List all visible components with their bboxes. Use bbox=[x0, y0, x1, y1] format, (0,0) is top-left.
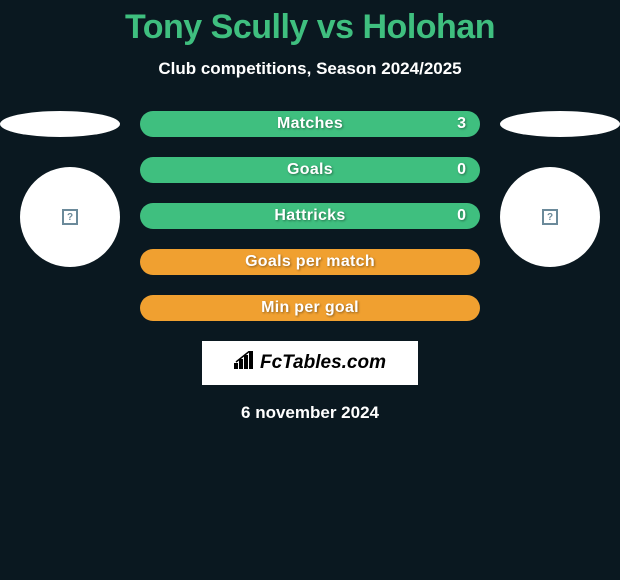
bar-goals: Goals 0 bbox=[140, 157, 480, 183]
right-player-shapes: ? bbox=[500, 111, 620, 267]
stat-bars: Matches 3 Goals 0 Hattricks 0 Goals per … bbox=[140, 111, 480, 321]
subtitle: Club competitions, Season 2024/2025 bbox=[0, 59, 620, 79]
left-player-shapes: ? bbox=[0, 111, 120, 267]
left-avatar-circle: ? bbox=[20, 167, 120, 267]
bar-label: Hattricks bbox=[274, 207, 345, 225]
bar-matches: Matches 3 bbox=[140, 111, 480, 137]
bar-goals-per-match: Goals per match bbox=[140, 249, 480, 275]
bar-hattricks: Hattricks 0 bbox=[140, 203, 480, 229]
logo-text: FcTables.com bbox=[260, 352, 386, 374]
chart-icon bbox=[234, 351, 256, 375]
left-ellipse bbox=[0, 111, 120, 137]
bar-value: 0 bbox=[457, 207, 466, 225]
bar-label: Goals per match bbox=[245, 253, 375, 271]
page-title: Tony Scully vs Holohan bbox=[0, 0, 620, 47]
bar-label: Goals bbox=[287, 161, 333, 179]
date-label: 6 november 2024 bbox=[0, 403, 620, 423]
right-ellipse bbox=[500, 111, 620, 137]
placeholder-icon: ? bbox=[62, 209, 78, 225]
bar-label: Min per goal bbox=[261, 299, 359, 317]
content-area: ? ? Matches 3 Goals 0 Hattricks 0 Goals … bbox=[0, 111, 620, 423]
bar-value: 0 bbox=[457, 161, 466, 179]
bar-label: Matches bbox=[277, 115, 343, 133]
logo-box: FcTables.com bbox=[202, 341, 418, 385]
placeholder-icon: ? bbox=[542, 209, 558, 225]
logo: FcTables.com bbox=[234, 351, 386, 375]
right-avatar-circle: ? bbox=[500, 167, 600, 267]
bar-min-per-goal: Min per goal bbox=[140, 295, 480, 321]
bar-value: 3 bbox=[457, 115, 466, 133]
